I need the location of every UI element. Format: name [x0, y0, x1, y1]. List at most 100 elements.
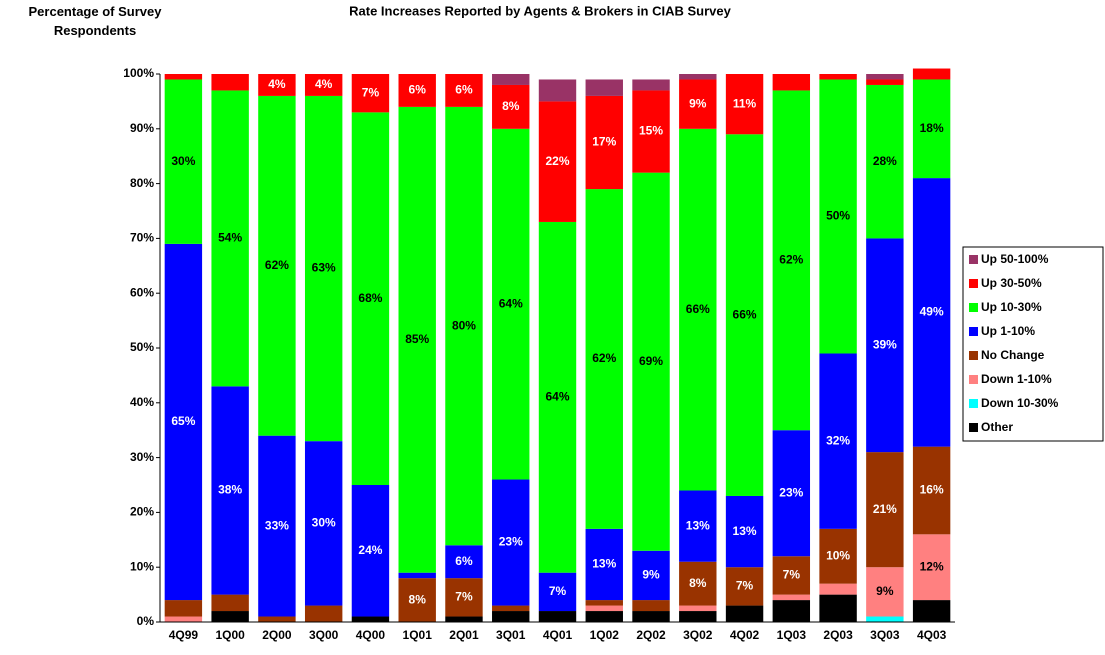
legend-label: Up 10-30%: [981, 300, 1042, 314]
y-tick-label: 70%: [130, 231, 154, 245]
bar-segment: [538, 221, 577, 573]
bar-segment: [772, 600, 811, 622]
value-label: 11%: [733, 96, 757, 110]
x-tick-label: 3Q00: [309, 628, 339, 642]
value-label: 39%: [873, 337, 897, 351]
bar-segment: [585, 95, 623, 190]
legend-label: Up 50-100%: [981, 252, 1049, 266]
bar-segment: [585, 528, 623, 601]
bar-segment: [912, 446, 951, 535]
bar-segment: [819, 583, 857, 595]
bar-segment: [912, 79, 951, 179]
value-label: 80%: [452, 318, 476, 332]
value-label: 69%: [639, 354, 663, 368]
y-tick-label: 30%: [130, 450, 154, 464]
bar-segment: [819, 79, 857, 354]
value-label: 17%: [592, 135, 616, 149]
bar-segment: [866, 238, 904, 453]
legend-swatch: [969, 375, 978, 384]
bar-segment: [912, 600, 951, 622]
bar-segment: [351, 485, 390, 617]
value-label: 7%: [549, 584, 567, 598]
bar-segment: [866, 79, 904, 85]
bar-segment: [492, 74, 530, 85]
x-tick-label: 2Q01: [449, 628, 479, 642]
y-tick-label: 0%: [137, 614, 155, 628]
bar-segment: [819, 528, 857, 584]
value-label: 63%: [312, 261, 336, 275]
value-label: 49%: [920, 305, 944, 319]
legend-swatch: [969, 303, 978, 312]
bar-segment: [351, 112, 390, 486]
bar-segment: [585, 605, 623, 612]
value-label: 6%: [455, 554, 473, 568]
value-label: 64%: [545, 389, 569, 403]
x-tick-label: 3Q03: [870, 628, 900, 642]
bar-segment: [772, 74, 811, 91]
value-label: 9%: [642, 568, 660, 582]
bar-segment: [304, 605, 343, 622]
bar-segment: [725, 605, 764, 622]
value-label: 54%: [218, 231, 242, 245]
bar-segment: [164, 600, 203, 617]
bar-segment: [632, 550, 670, 601]
bar-segment: [866, 616, 904, 622]
legend-swatch: [969, 255, 978, 264]
bar-segment: [398, 74, 436, 107]
bar-segment: [445, 74, 483, 107]
value-label: 8%: [409, 592, 427, 606]
bar-segment: [772, 430, 811, 557]
value-label: 4%: [315, 77, 333, 91]
bar-segment: [258, 435, 296, 617]
bar-segment: [585, 611, 623, 622]
legend-swatch: [969, 399, 978, 408]
value-label: 7%: [362, 85, 380, 99]
value-label: 30%: [171, 154, 195, 168]
x-tick-label: 1Q02: [590, 628, 620, 642]
bar-segment: [819, 353, 857, 529]
bar-segment: [772, 90, 811, 431]
value-label: 7%: [736, 579, 754, 593]
value-label: 50%: [826, 209, 850, 223]
bar-segment: [725, 567, 764, 606]
bar-segment: [866, 452, 904, 568]
bar-segment: [585, 79, 623, 96]
bar-segment: [538, 611, 577, 622]
bar-segment: [304, 95, 343, 442]
bar-segment: [679, 561, 717, 606]
bar-segment: [585, 600, 623, 606]
value-label: 66%: [686, 302, 710, 316]
y-axis-title: Percentage of Survey Respondents: [28, 4, 162, 38]
bar-segment: [772, 594, 811, 601]
bar-segment: [445, 106, 483, 546]
bar-segment: [211, 611, 249, 622]
legend-label: Down 1-10%: [981, 372, 1052, 386]
x-tick-label: 1Q00: [215, 628, 245, 642]
y-tick-label: 20%: [130, 505, 154, 519]
value-label: 38%: [218, 483, 242, 497]
value-label: 32%: [826, 433, 850, 447]
legend-label: Other: [981, 420, 1013, 434]
x-tick-label: 2Q03: [823, 628, 853, 642]
bar-segment: [211, 74, 249, 91]
value-label: 64%: [499, 296, 523, 310]
bar-segment: [351, 74, 390, 113]
bar-segment: [679, 605, 717, 612]
x-tick-label: 3Q02: [683, 628, 713, 642]
bar-segment: [211, 90, 249, 387]
bar-segment: [725, 134, 764, 496]
value-label: 9%: [689, 96, 707, 110]
bar-segment: [632, 79, 670, 91]
value-label: 8%: [502, 99, 520, 113]
bar-segment: [164, 79, 203, 244]
bar-segment: [258, 95, 296, 436]
bar-segment: [211, 386, 249, 595]
value-label: 68%: [358, 291, 382, 305]
bar-segment: [866, 567, 904, 617]
legend-swatch: [969, 351, 978, 360]
value-label: 28%: [873, 154, 897, 168]
bar-segment: [164, 243, 203, 601]
bar-segment: [725, 74, 764, 135]
bar-segment: [351, 616, 390, 622]
bar-segment: [258, 74, 296, 96]
